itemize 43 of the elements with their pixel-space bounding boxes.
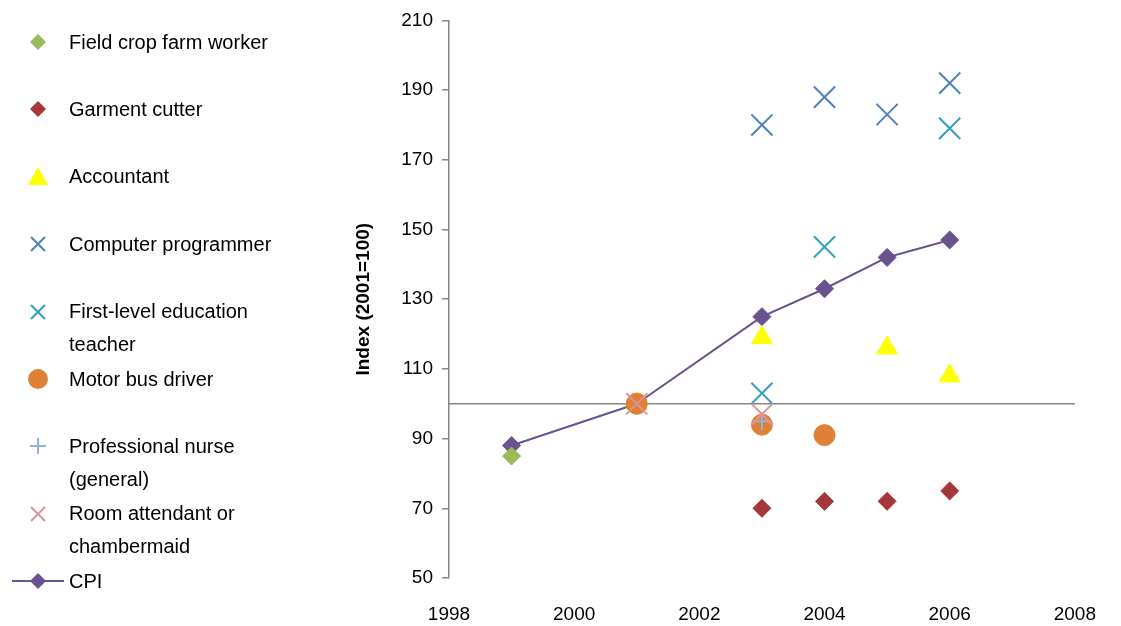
legend-label: Field crop farm worker [69, 29, 269, 55]
y-tick-label: 150 [401, 217, 433, 239]
y-tick-label: 210 [401, 8, 433, 30]
point [752, 498, 772, 518]
x-tick-label: 2008 [1053, 602, 1097, 624]
point [502, 446, 522, 466]
legend-label: Motor bus driver [69, 366, 215, 392]
y-tick-label: 170 [401, 148, 433, 170]
point [815, 491, 835, 511]
legend-label: Room attendant or chambermaid [69, 501, 236, 560]
point [875, 102, 899, 127]
x-tick-label: 1998 [427, 602, 471, 624]
legend-label: First-level education teacher [69, 299, 249, 358]
legend-label: Professional nurse (general) [69, 433, 236, 492]
legend-label: CPI [69, 568, 104, 594]
point [938, 71, 962, 95]
x-tick-label: 2002 [678, 602, 721, 624]
point [750, 402, 774, 426]
y-tick-label: 90 [411, 426, 433, 448]
point [938, 116, 962, 141]
y-tick-label: 70 [411, 496, 433, 518]
x-tick-label: 2000 [553, 602, 596, 624]
point [940, 230, 960, 250]
y-axis-title: Index (2001=100) [351, 222, 373, 376]
point [812, 235, 837, 259]
y-tick-label: 110 [402, 357, 433, 379]
y-tick-label: 130 [401, 287, 433, 309]
point [752, 307, 772, 327]
point [877, 247, 897, 267]
point [813, 424, 836, 447]
point [940, 481, 960, 501]
point [815, 279, 835, 299]
point [750, 381, 774, 405]
legend-label: Accountant [69, 164, 171, 190]
point [877, 491, 897, 511]
legend-label: Garment cutter [69, 96, 204, 122]
x-tick-label: 2006 [928, 602, 971, 624]
y-tick-label: 50 [411, 566, 433, 588]
legend-label: Computer programmer [69, 231, 273, 257]
y-tick-label: 190 [401, 78, 433, 100]
x-tick-label: 2004 [803, 602, 847, 624]
point [750, 113, 774, 137]
point [812, 85, 837, 109]
